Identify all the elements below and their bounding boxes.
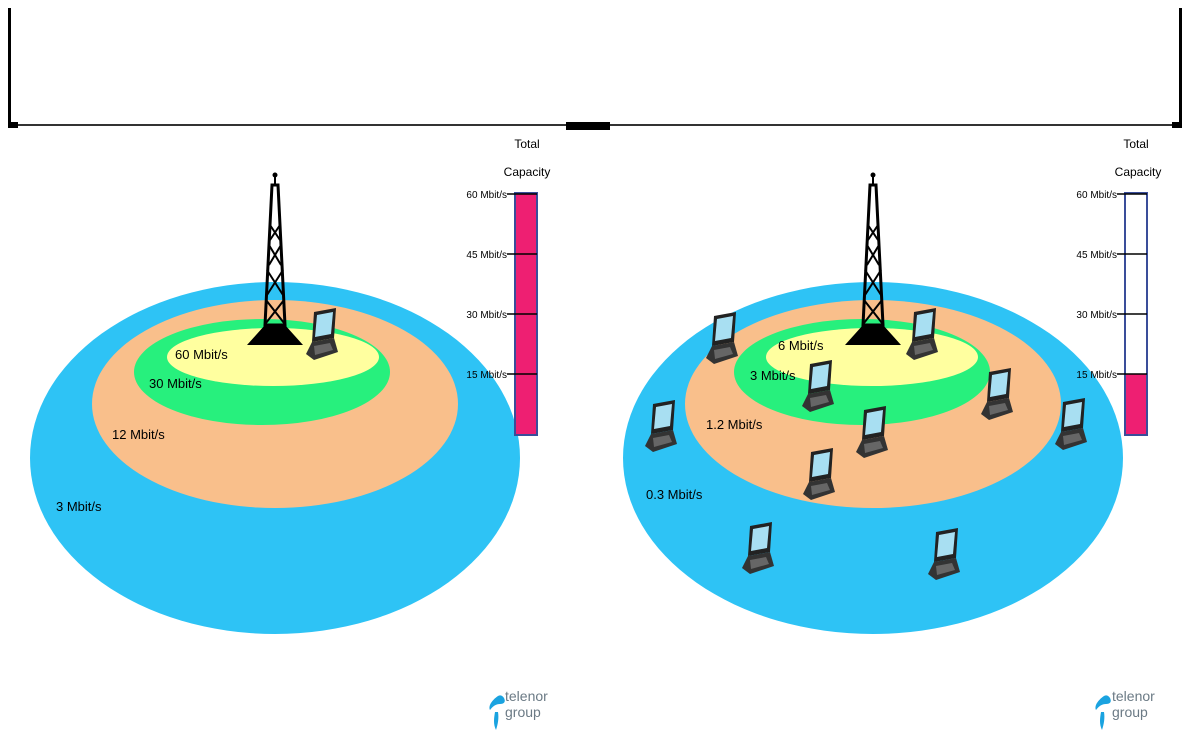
ring-label-inner: 6 Mbit/s xyxy=(778,338,824,353)
capacity-scale: 60 Mbit/s 45 Mbit/s 30 Mbit/s 15 Mbit/s xyxy=(1076,190,1147,381)
scale-label: 15 Mbit/s xyxy=(1076,370,1117,381)
telenor-propeller-icon xyxy=(489,695,505,730)
right-panel: 6 Mbit/s 3 Mbit/s 1.2 Mbit/s 0.3 Mbit/s … xyxy=(623,137,1161,634)
scale-label: 45 Mbit/s xyxy=(1076,250,1117,261)
ring-label-outer: 0.3 Mbit/s xyxy=(646,487,703,502)
logo-line1: telenor xyxy=(505,688,548,704)
telenor-propeller-icon xyxy=(1095,695,1111,730)
logo-line1: telenor xyxy=(1112,688,1155,704)
total-capacity-title: Total xyxy=(514,137,539,151)
frame-corner-right xyxy=(1172,122,1182,128)
left-panel: 60 Mbit/s 30 Mbit/s 12 Mbit/s 3 Mbit/s T… xyxy=(30,137,550,634)
logo-text: telenor group xyxy=(1112,688,1155,720)
scale-label: 45 Mbit/s xyxy=(466,250,507,261)
ring-label-outer: 3 Mbit/s xyxy=(56,499,102,514)
ring-label-green: 3 Mbit/s xyxy=(750,368,796,383)
scale-label: 30 Mbit/s xyxy=(1076,310,1117,321)
frame-corner-left xyxy=(8,122,18,128)
ring-label-orange: 12 Mbit/s xyxy=(112,427,165,442)
logo-line2: group xyxy=(505,704,541,720)
total-capacity-title-line2: Capacity xyxy=(1115,165,1162,179)
capacity-scale: 60 Mbit/s 45 Mbit/s 30 Mbit/s 15 Mbit/s xyxy=(466,190,537,381)
logo-text: telenor group xyxy=(505,688,548,720)
capacity-bar-fill xyxy=(1126,374,1146,434)
ring-label-green: 30 Mbit/s xyxy=(149,376,202,391)
logo-line2: group xyxy=(1112,704,1148,720)
scale-label: 30 Mbit/s xyxy=(466,310,507,321)
scale-label: 60 Mbit/s xyxy=(1076,190,1117,201)
telenor-logo xyxy=(1095,695,1111,730)
title-frame-tab xyxy=(566,122,610,130)
telenor-logo xyxy=(489,695,505,730)
ring-label-orange: 1.2 Mbit/s xyxy=(706,417,763,432)
total-capacity-title-line2: Capacity xyxy=(504,165,551,179)
total-capacity-title: Total xyxy=(1123,137,1148,151)
scale-label: 60 Mbit/s xyxy=(466,190,507,201)
scale-label: 15 Mbit/s xyxy=(466,370,507,381)
ring-label-inner: 60 Mbit/s xyxy=(175,347,228,362)
